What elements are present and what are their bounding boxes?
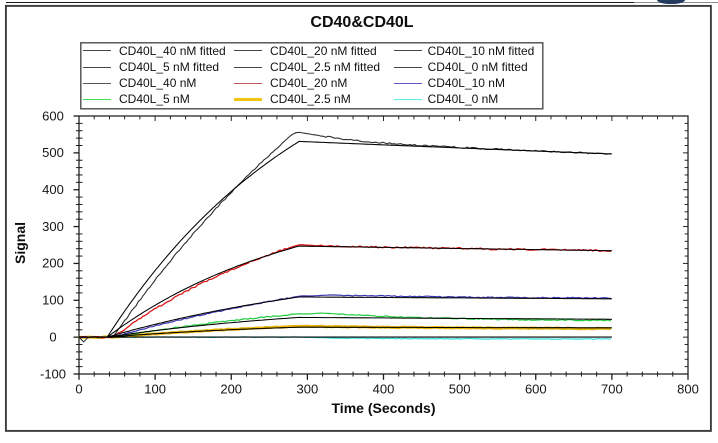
svg-text:-100: -100: [40, 366, 66, 381]
svg-text:200: 200: [220, 381, 242, 396]
svg-text:300: 300: [42, 219, 64, 234]
svg-text:600: 600: [42, 108, 64, 123]
svg-text:0: 0: [49, 329, 56, 344]
svg-text:300: 300: [297, 381, 319, 396]
svg-text:100: 100: [144, 381, 166, 396]
svg-text:400: 400: [42, 182, 64, 197]
svg-text:100: 100: [42, 293, 64, 308]
svg-text:700: 700: [601, 381, 623, 396]
svg-text:0: 0: [75, 381, 82, 396]
svg-text:600: 600: [525, 381, 547, 396]
svg-text:200: 200: [42, 256, 64, 271]
svg-text:500: 500: [449, 381, 471, 396]
svg-text:500: 500: [42, 145, 64, 160]
svg-text:800: 800: [677, 381, 699, 396]
svg-text:400: 400: [373, 381, 395, 396]
